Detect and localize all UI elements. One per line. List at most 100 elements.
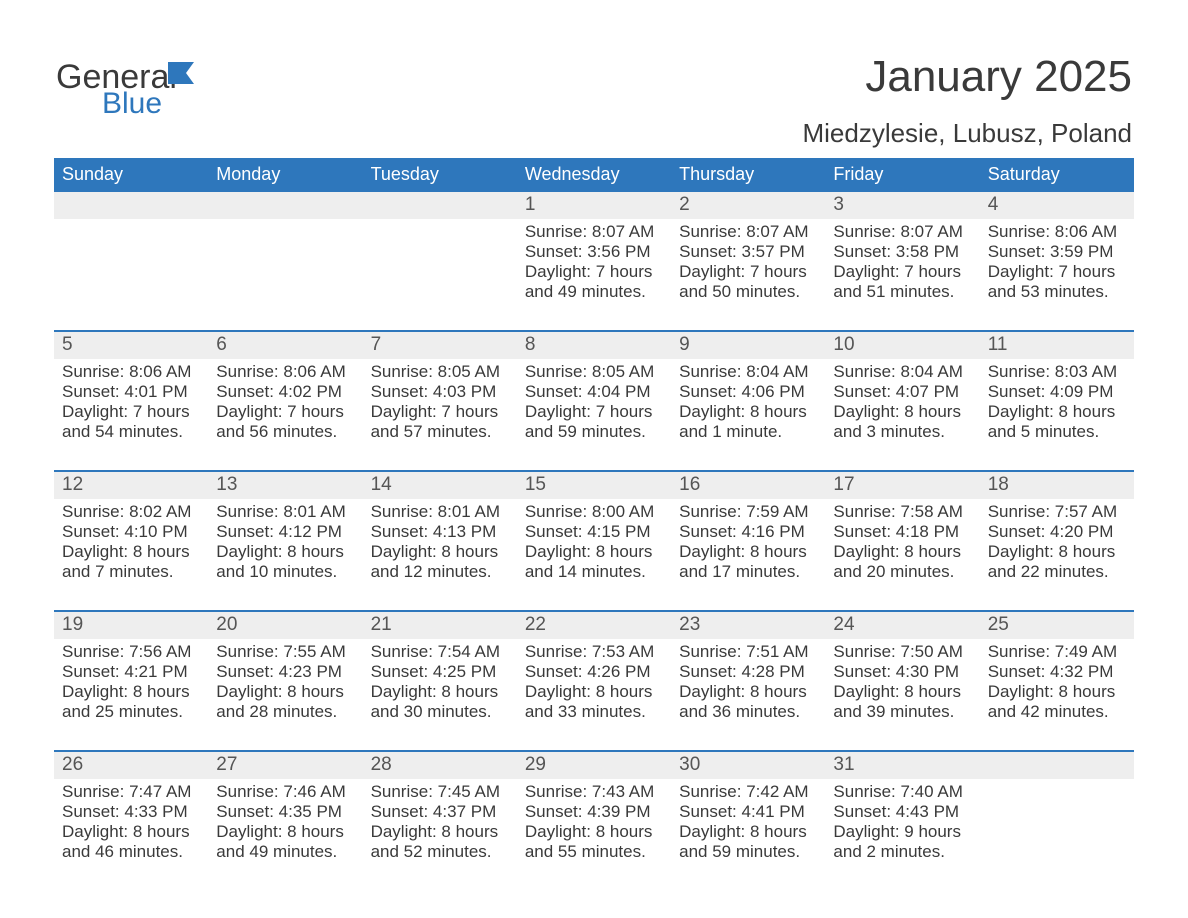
day-data-row: Sunrise: 8:07 AMSunset: 3:56 PMDaylight:…	[54, 219, 1134, 330]
daylight-text: Daylight: 8 hours and 42 minutes.	[988, 682, 1126, 722]
day-number: 2	[671, 192, 825, 219]
day-cell: Sunrise: 8:06 AMSunset: 4:02 PMDaylight:…	[208, 359, 362, 470]
sunrise-text: Sunrise: 8:05 AM	[525, 362, 663, 382]
day-cell: Sunrise: 7:42 AMSunset: 4:41 PMDaylight:…	[671, 779, 825, 890]
day-number-row: 19202122232425	[54, 612, 1134, 639]
daylight-text: Daylight: 8 hours and 59 minutes.	[679, 822, 817, 862]
sunrise-text: Sunrise: 7:51 AM	[679, 642, 817, 662]
daylight-text: Daylight: 8 hours and 7 minutes.	[62, 542, 200, 582]
sunrise-text: Sunrise: 8:04 AM	[833, 362, 971, 382]
day-cell: Sunrise: 8:07 AMSunset: 3:57 PMDaylight:…	[671, 219, 825, 330]
day-cell: Sunrise: 7:46 AMSunset: 4:35 PMDaylight:…	[208, 779, 362, 890]
daylight-text: Daylight: 7 hours and 59 minutes.	[525, 402, 663, 442]
daylight-text: Daylight: 8 hours and 22 minutes.	[988, 542, 1126, 582]
day-number: 14	[363, 472, 517, 499]
day-number: 8	[517, 332, 671, 359]
day-cell: Sunrise: 8:07 AMSunset: 3:56 PMDaylight:…	[517, 219, 671, 330]
day-cell: Sunrise: 7:58 AMSunset: 4:18 PMDaylight:…	[825, 499, 979, 610]
sunrise-text: Sunrise: 8:07 AM	[833, 222, 971, 242]
sunset-text: Sunset: 4:25 PM	[371, 662, 509, 682]
day-cell: Sunrise: 7:49 AMSunset: 4:32 PMDaylight:…	[980, 639, 1134, 750]
sunrise-text: Sunrise: 8:04 AM	[679, 362, 817, 382]
day-cell: Sunrise: 8:07 AMSunset: 3:58 PMDaylight:…	[825, 219, 979, 330]
daylight-text: Daylight: 7 hours and 50 minutes.	[679, 262, 817, 302]
sunset-text: Sunset: 4:09 PM	[988, 382, 1126, 402]
day-number	[54, 192, 208, 219]
day-number-row: 567891011	[54, 332, 1134, 359]
sunset-text: Sunset: 4:37 PM	[371, 802, 509, 822]
day-cell: Sunrise: 7:43 AMSunset: 4:39 PMDaylight:…	[517, 779, 671, 890]
daylight-text: Daylight: 7 hours and 56 minutes.	[216, 402, 354, 442]
calendar-page: General Blue January 2025 Miedzylesie, L…	[0, 0, 1188, 918]
day-number: 5	[54, 332, 208, 359]
sunrise-text: Sunrise: 8:00 AM	[525, 502, 663, 522]
sunset-text: Sunset: 4:26 PM	[525, 662, 663, 682]
day-number: 12	[54, 472, 208, 499]
day-number	[363, 192, 517, 219]
week-row: 12131415161718Sunrise: 8:02 AMSunset: 4:…	[54, 470, 1134, 610]
daylight-text: Daylight: 8 hours and 17 minutes.	[679, 542, 817, 582]
sunset-text: Sunset: 4:16 PM	[679, 522, 817, 542]
day-cell: Sunrise: 7:51 AMSunset: 4:28 PMDaylight:…	[671, 639, 825, 750]
day-number: 4	[980, 192, 1134, 219]
sunrise-text: Sunrise: 7:50 AM	[833, 642, 971, 662]
day-header: Wednesday	[517, 158, 671, 192]
daylight-text: Daylight: 8 hours and 1 minute.	[679, 402, 817, 442]
sunrise-text: Sunrise: 7:43 AM	[525, 782, 663, 802]
sunset-text: Sunset: 4:35 PM	[216, 802, 354, 822]
daylight-text: Daylight: 7 hours and 51 minutes.	[833, 262, 971, 302]
daylight-text: Daylight: 8 hours and 55 minutes.	[525, 822, 663, 862]
sunrise-text: Sunrise: 7:53 AM	[525, 642, 663, 662]
daylight-text: Daylight: 8 hours and 33 minutes.	[525, 682, 663, 722]
day-data-row: Sunrise: 8:02 AMSunset: 4:10 PMDaylight:…	[54, 499, 1134, 610]
day-cell: Sunrise: 8:00 AMSunset: 4:15 PMDaylight:…	[517, 499, 671, 610]
day-number	[208, 192, 362, 219]
sunrise-text: Sunrise: 8:06 AM	[62, 362, 200, 382]
sunrise-text: Sunrise: 7:49 AM	[988, 642, 1126, 662]
sunset-text: Sunset: 4:33 PM	[62, 802, 200, 822]
sunset-text: Sunset: 4:28 PM	[679, 662, 817, 682]
sunrise-text: Sunrise: 7:40 AM	[833, 782, 971, 802]
week-row: 19202122232425Sunrise: 7:56 AMSunset: 4:…	[54, 610, 1134, 750]
sunset-text: Sunset: 4:41 PM	[679, 802, 817, 822]
day-cell: Sunrise: 8:05 AMSunset: 4:03 PMDaylight:…	[363, 359, 517, 470]
day-number: 11	[980, 332, 1134, 359]
day-header: Monday	[208, 158, 362, 192]
day-number	[980, 752, 1134, 779]
daylight-text: Daylight: 8 hours and 49 minutes.	[216, 822, 354, 862]
day-number: 10	[825, 332, 979, 359]
day-number: 7	[363, 332, 517, 359]
daylight-text: Daylight: 8 hours and 30 minutes.	[371, 682, 509, 722]
day-header: Tuesday	[363, 158, 517, 192]
day-cell: Sunrise: 7:54 AMSunset: 4:25 PMDaylight:…	[363, 639, 517, 750]
page-title: January 2025	[865, 52, 1132, 102]
sunrise-text: Sunrise: 7:57 AM	[988, 502, 1126, 522]
day-data-row: Sunrise: 7:47 AMSunset: 4:33 PMDaylight:…	[54, 779, 1134, 890]
sunset-text: Sunset: 4:12 PM	[216, 522, 354, 542]
sunset-text: Sunset: 4:06 PM	[679, 382, 817, 402]
day-cell	[980, 779, 1134, 890]
day-cell: Sunrise: 8:04 AMSunset: 4:07 PMDaylight:…	[825, 359, 979, 470]
day-number: 17	[825, 472, 979, 499]
sunrise-text: Sunrise: 8:03 AM	[988, 362, 1126, 382]
day-number: 21	[363, 612, 517, 639]
sunset-text: Sunset: 4:03 PM	[371, 382, 509, 402]
sunrise-text: Sunrise: 8:01 AM	[371, 502, 509, 522]
day-cell	[363, 219, 517, 330]
daylight-text: Daylight: 9 hours and 2 minutes.	[833, 822, 971, 862]
day-cell: Sunrise: 7:56 AMSunset: 4:21 PMDaylight:…	[54, 639, 208, 750]
daylight-text: Daylight: 8 hours and 39 minutes.	[833, 682, 971, 722]
day-cell: Sunrise: 8:03 AMSunset: 4:09 PMDaylight:…	[980, 359, 1134, 470]
day-number: 22	[517, 612, 671, 639]
day-cell	[208, 219, 362, 330]
sunset-text: Sunset: 3:59 PM	[988, 242, 1126, 262]
daylight-text: Daylight: 8 hours and 14 minutes.	[525, 542, 663, 582]
sunrise-text: Sunrise: 7:47 AM	[62, 782, 200, 802]
day-number: 3	[825, 192, 979, 219]
sunset-text: Sunset: 4:21 PM	[62, 662, 200, 682]
day-number: 28	[363, 752, 517, 779]
daylight-text: Daylight: 8 hours and 46 minutes.	[62, 822, 200, 862]
sunrise-text: Sunrise: 7:54 AM	[371, 642, 509, 662]
daylight-text: Daylight: 8 hours and 20 minutes.	[833, 542, 971, 582]
sunrise-text: Sunrise: 8:05 AM	[371, 362, 509, 382]
